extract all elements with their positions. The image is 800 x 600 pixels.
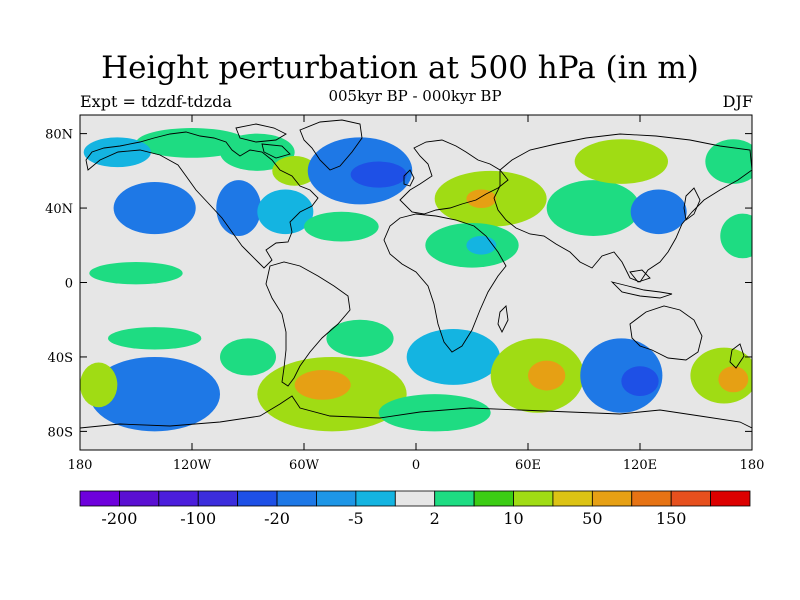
colorbar-box-2 [158, 490, 199, 507]
lat-tick-label: 80S [48, 425, 73, 440]
coastline-europe [399, 139, 509, 215]
anomaly-region-9 [304, 211, 379, 242]
lon-tick-label: 0 [412, 458, 420, 473]
colorbar-box-8 [394, 490, 436, 507]
colorbar-label: 2 [430, 509, 440, 528]
colorbar-label: -100 [180, 509, 216, 528]
coastline-antarctica [80, 395, 752, 429]
lon-tick-label: 120E [623, 458, 657, 473]
coastline-australia [629, 305, 703, 361]
anomaly-region-11 [466, 189, 497, 209]
lon-tick-label: 60E [515, 458, 541, 473]
anomaly-region-15 [574, 139, 668, 184]
anomaly-region-29 [528, 360, 566, 391]
coastline-north-america [85, 131, 319, 269]
coastline-asia [493, 133, 752, 283]
anomaly-region-22 [220, 338, 276, 376]
anomaly-region-3 [220, 133, 295, 171]
anomaly-region-8 [350, 161, 407, 188]
coastline-africa [383, 213, 507, 353]
coastline-british-isles [403, 169, 415, 187]
lat-tick-label: 80N [45, 128, 73, 143]
coastline-arctic-islands [235, 123, 291, 159]
anomaly-region-19 [720, 213, 752, 259]
anomaly-region-6 [272, 155, 318, 186]
coastline-japan [683, 187, 701, 221]
coastlines [80, 119, 752, 429]
lat-tick-label: 40S [48, 351, 73, 366]
lon-tick-label: 180 [68, 458, 93, 473]
colorbar: -200 -100 -20 -5 2 10 50 150 [79, 490, 751, 528]
coastline-greenland [299, 119, 363, 171]
anomaly-region-14 [546, 180, 640, 236]
anomaly-region-21 [89, 356, 220, 432]
anomaly-region-27 [378, 394, 491, 432]
colorbar-label: 50 [582, 509, 602, 528]
colorbar-label: 10 [503, 509, 523, 528]
colorbar-box-11 [513, 490, 554, 507]
colorbar-box-12 [552, 490, 593, 507]
lon-tick-label: 180 [740, 458, 765, 473]
anomaly-region-34 [80, 362, 118, 408]
anomaly-region-33 [718, 366, 749, 393]
anomaly-region-18 [89, 262, 183, 285]
plot-title: Height perturbation at 500 hPa (in m) [101, 50, 699, 86]
colorbar-box-0 [79, 490, 120, 507]
plot-subtitle: 005kyr BP - 000kyr BP [328, 87, 502, 105]
anomaly-region-5 [257, 189, 314, 235]
anomaly-region-16 [630, 189, 687, 235]
colorbar-box-15 [670, 490, 711, 507]
colorbar-box-6 [316, 490, 357, 507]
colorbar-box-14 [631, 490, 672, 507]
anomaly-region-31 [621, 366, 659, 397]
colorbar-box-10 [473, 490, 514, 507]
coastline-madagascar [497, 305, 509, 334]
anomaly-region-4 [216, 180, 262, 236]
colorbar-box-9 [434, 490, 475, 507]
colorbar-box-5 [276, 490, 317, 507]
anomaly-region-20 [108, 327, 202, 350]
colorbar-box-4 [237, 490, 278, 507]
colorbar-label: -20 [264, 509, 290, 528]
colorbar-box-16 [710, 490, 751, 507]
colorbar-label: -5 [348, 509, 364, 528]
anomaly-region-26 [406, 329, 501, 385]
anomaly-region-25 [294, 369, 351, 400]
season-label: DJF [722, 92, 753, 111]
anomaly-region-23 [326, 319, 394, 357]
coastline-new-zealand [729, 343, 745, 369]
colorbar-label: -200 [101, 509, 137, 528]
lat-tick-label: 40N [45, 202, 73, 217]
lat-tick-label: 0 [65, 277, 73, 292]
colorbar-box-7 [355, 490, 396, 507]
colorbar-box-1 [119, 490, 160, 507]
anomaly-region-13 [466, 235, 497, 255]
coastline-south-america [265, 261, 351, 387]
coastline-indonesia [610, 269, 673, 299]
colorbar-box-3 [197, 490, 239, 507]
anomaly-field [80, 128, 752, 432]
anomaly-region-0 [113, 182, 196, 235]
colorbar-label: 150 [656, 509, 687, 528]
colorbar-box-13 [591, 490, 633, 507]
map-axes: 80N 40N 0 40S 80S 180 120W 60W 0 60E 120E 180 [45, 115, 764, 473]
lon-tick-label: 60W [289, 458, 320, 473]
lon-tick-label: 120W [173, 458, 212, 473]
anomaly-region-17 [705, 139, 752, 184]
experiment-label: Expt = tdzdf-tdzda [80, 92, 232, 111]
